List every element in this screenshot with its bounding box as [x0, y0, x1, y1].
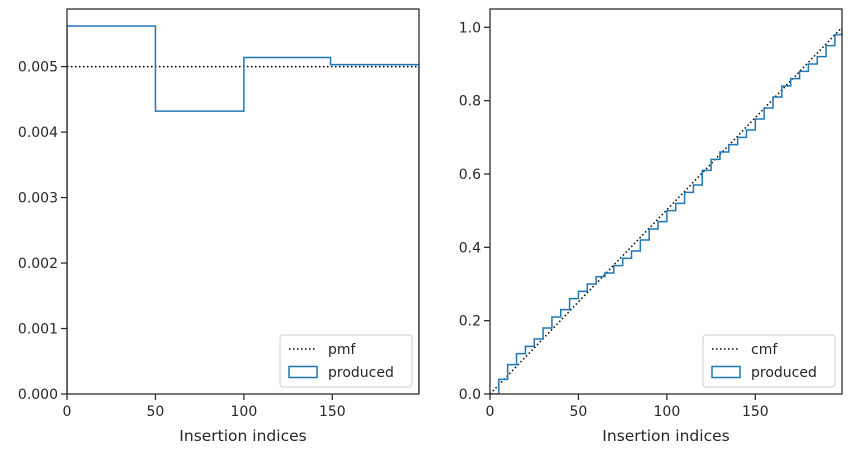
x-tick-label: 150 — [742, 404, 769, 420]
x-tick-label: 50 — [570, 404, 588, 420]
legend-cmf-label: cmf — [751, 342, 778, 358]
y-tick-label: 1.0 — [459, 20, 481, 36]
y-tick-label: 0.4 — [459, 240, 481, 256]
chart-panel-2: 0 50 100 150 0.0 0.2 0.4 0.6 0.8 1.0 Insertion ind… — [459, 8, 843, 445]
axes-frame — [66, 8, 420, 395]
legend-produced-label: produced — [751, 365, 817, 381]
legend-box — [702, 334, 836, 388]
series-produced-step — [67, 25, 419, 394]
legend-produced-swatch — [711, 365, 741, 379]
legend: cmf produced — [702, 334, 836, 388]
x-tick-label: 100 — [231, 404, 258, 420]
y-tick-label: 0.0 — [459, 387, 481, 403]
x-tick-label: 0 — [63, 404, 72, 420]
x-tick-label: 150 — [319, 404, 346, 420]
y-tick-label: 0.2 — [459, 314, 481, 330]
legend-produced-label: produced — [328, 365, 394, 381]
y-tick-label: 0.003 — [18, 191, 58, 207]
series-produced-step — [490, 27, 842, 394]
chart-panel-1: 0 50 100 150 0.000 0.001 0.002 0.003 0.004 0.005 I… — [18, 8, 420, 445]
x-tick-label: 50 — [147, 404, 165, 420]
y-tick-label: 0.001 — [18, 322, 58, 338]
y-tick-label: 0.8 — [459, 94, 481, 110]
series-cmf-line — [490, 26, 842, 394]
y-tick-label: 0.002 — [18, 256, 58, 272]
axes-frame — [489, 8, 843, 395]
x-axis-label: Insertion indices — [179, 427, 306, 445]
legend-box — [279, 334, 413, 388]
legend-pmf-label: pmf — [328, 342, 357, 358]
y-tick-label: 0.005 — [18, 60, 58, 76]
y-tick-label: 0.000 — [18, 387, 58, 403]
x-axis-label: Insertion indices — [602, 427, 729, 445]
legend-produced-swatch — [288, 365, 318, 379]
x-tick-label: 0 — [486, 404, 495, 420]
y-tick-label: 0.004 — [18, 125, 58, 141]
y-tick-label: 0.6 — [459, 167, 481, 183]
x-tick-label: 100 — [654, 404, 681, 420]
legend: pmf produced — [279, 334, 413, 388]
